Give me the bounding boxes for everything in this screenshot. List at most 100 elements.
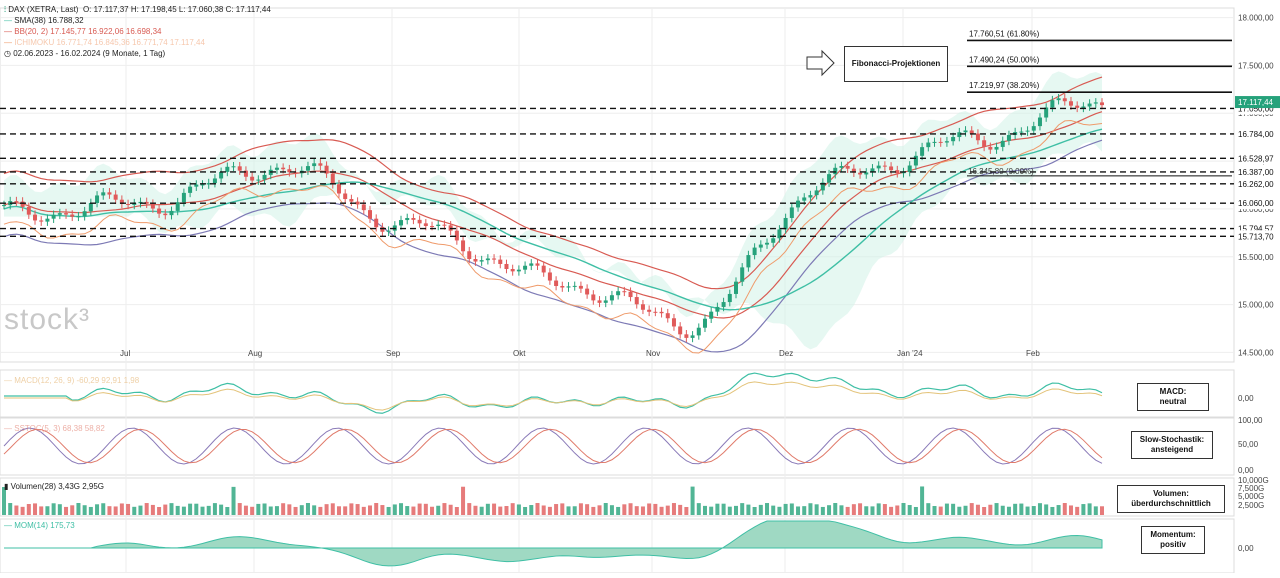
candle-body xyxy=(746,255,751,268)
volume-bar xyxy=(603,503,608,515)
fib-label: 17.219,97 (38.20%) xyxy=(969,81,1040,90)
candle-body xyxy=(225,166,230,172)
volume-bar xyxy=(889,506,894,515)
candle-icon: ⫶ xyxy=(4,5,6,14)
volume-bar xyxy=(405,506,410,515)
candle-body xyxy=(851,168,856,173)
fib-label: 17.760,51 (61.80%) xyxy=(969,29,1040,38)
volume-bar xyxy=(101,503,106,515)
macd-tick: 0,00 xyxy=(1238,394,1254,403)
candle-body xyxy=(938,141,943,143)
volume-bar xyxy=(597,505,602,515)
candle-body xyxy=(361,204,366,211)
volume-bar xyxy=(1075,506,1080,515)
price-tick-label: 15.000,00 xyxy=(1238,301,1274,310)
volume-bar xyxy=(262,503,267,515)
volume-bar xyxy=(1019,503,1024,515)
level-label-bg xyxy=(1235,127,1280,140)
candle-body xyxy=(510,269,515,272)
level-label: 17.050,00 xyxy=(1238,104,1274,113)
candle-body xyxy=(1075,105,1080,108)
ichimoku-cloud xyxy=(4,71,1102,350)
candle-body xyxy=(771,238,776,243)
candle-body xyxy=(727,293,732,303)
arrow-right-icon xyxy=(806,49,835,77)
price-tick-label: 15.500,00 xyxy=(1238,253,1274,262)
volume-bar xyxy=(175,505,180,515)
volume-bar xyxy=(318,506,323,515)
volume-bar xyxy=(765,503,770,515)
volume-bar xyxy=(126,503,131,515)
volume-bar xyxy=(578,503,583,515)
volume-bar xyxy=(684,506,689,515)
candle-body xyxy=(504,263,509,270)
volume-bar xyxy=(157,506,162,515)
stoch-status: Slow-Stochastik: ansteigend xyxy=(1131,431,1213,459)
volume-bar xyxy=(895,505,900,515)
stoch-legend: — SSTOC(5, 3) 68,38 58,82 xyxy=(4,424,105,433)
volume-bar xyxy=(690,486,695,515)
candle-body xyxy=(665,313,670,319)
volume-bar xyxy=(554,504,559,515)
candle-body xyxy=(578,285,583,289)
volume-status: Volumen: überdurchschnittlich xyxy=(1117,485,1225,513)
bb-label: BB(20, 2) 17.145,77 16.922,06 16.698,34 xyxy=(14,27,162,36)
candle-body xyxy=(702,318,707,328)
candle-body xyxy=(88,202,93,212)
volume-bar xyxy=(188,503,193,515)
volume-bar xyxy=(827,505,832,515)
volume-bar xyxy=(51,503,56,515)
chikou-line xyxy=(3,119,1103,354)
candle-body xyxy=(640,304,645,310)
candle-body xyxy=(1068,101,1073,106)
candle-body xyxy=(671,318,676,327)
candle-body xyxy=(734,281,738,294)
volume-bar xyxy=(833,503,838,515)
volume-bar xyxy=(709,506,714,515)
candle-body xyxy=(150,203,155,209)
volume-tick: 5,000G xyxy=(1238,492,1264,501)
month-label: Okt xyxy=(513,349,526,358)
volume-bar xyxy=(870,506,875,515)
volume-bar xyxy=(113,506,118,515)
candle-body xyxy=(243,170,248,177)
candle-body xyxy=(696,327,701,336)
candle-body xyxy=(70,214,75,217)
candle-body xyxy=(380,227,385,232)
panel-frame-3 xyxy=(0,477,1235,517)
candle-body xyxy=(1000,140,1005,147)
volume-bar xyxy=(485,503,490,515)
volume-bar xyxy=(82,505,87,515)
volume-bar xyxy=(256,503,261,515)
candle-body xyxy=(26,206,31,215)
volume-bar xyxy=(634,506,639,515)
volume-bar xyxy=(1093,506,1098,515)
fib-label: 17.490,24 (50.00%) xyxy=(969,55,1040,64)
volume-bar xyxy=(529,505,534,515)
price-tick-label: 16.000,00 xyxy=(1238,205,1274,214)
candle-body xyxy=(461,240,466,252)
candle-body xyxy=(126,203,131,205)
candle-body xyxy=(889,166,894,171)
candle-body xyxy=(603,300,608,303)
candle-body xyxy=(305,166,310,171)
candle-body xyxy=(783,217,788,230)
volume-bar xyxy=(734,505,738,515)
candle-body xyxy=(1081,106,1086,108)
candle-body xyxy=(901,172,906,174)
volume-bar xyxy=(268,506,273,515)
candle-body xyxy=(752,247,757,256)
candle-body xyxy=(399,220,404,226)
candle-body xyxy=(808,195,813,198)
mom-tick: 0,00 xyxy=(1238,544,1254,553)
panel-frame-0 xyxy=(0,7,1235,363)
volume-bar xyxy=(640,506,645,515)
candle-body xyxy=(951,137,956,142)
level-label-bg xyxy=(1235,230,1280,243)
volume-bar xyxy=(20,506,25,515)
candle-body xyxy=(219,171,224,179)
candle-body xyxy=(39,220,44,222)
volume-bar xyxy=(969,503,974,515)
volume-bar xyxy=(591,506,596,515)
candle-body xyxy=(343,193,348,200)
